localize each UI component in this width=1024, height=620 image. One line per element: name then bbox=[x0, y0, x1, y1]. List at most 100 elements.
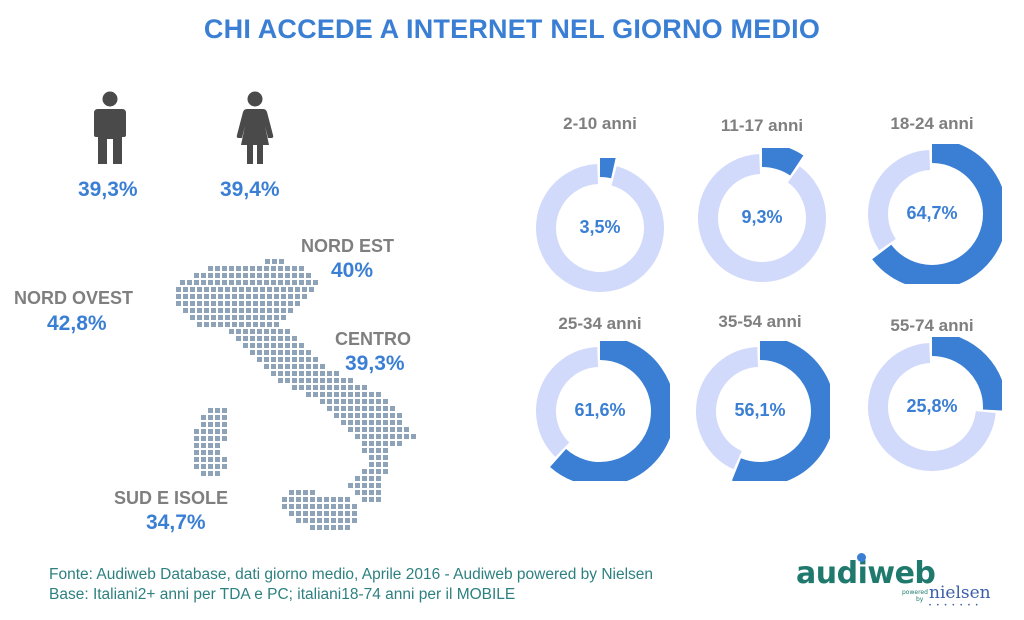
map-dot bbox=[362, 385, 367, 390]
map-dot bbox=[271, 273, 276, 278]
map-dot bbox=[215, 280, 220, 285]
map-dot bbox=[355, 413, 360, 418]
map-dot bbox=[383, 399, 388, 404]
map-dot bbox=[376, 497, 381, 502]
map-dot bbox=[345, 504, 350, 509]
map-dot bbox=[180, 280, 185, 285]
map-dot bbox=[208, 415, 213, 420]
donut-track-3 bbox=[536, 347, 599, 457]
map-dot bbox=[218, 315, 223, 320]
map-dot bbox=[222, 422, 227, 427]
map-dot bbox=[267, 308, 272, 313]
map-dot bbox=[243, 280, 248, 285]
map-dot bbox=[317, 518, 322, 523]
map-dot bbox=[253, 287, 258, 292]
map-dot bbox=[204, 315, 209, 320]
map-dot bbox=[303, 518, 308, 523]
map-dot bbox=[243, 266, 248, 271]
map-dot bbox=[208, 280, 213, 285]
map-dot bbox=[239, 308, 244, 313]
map-dot bbox=[355, 490, 360, 495]
map-dot bbox=[201, 471, 206, 476]
map-dot bbox=[299, 378, 304, 383]
logo-by-text: by bbox=[916, 596, 924, 603]
map-dot bbox=[222, 273, 227, 278]
map-dot bbox=[362, 413, 367, 418]
map-dot bbox=[369, 399, 374, 404]
map-dot bbox=[215, 450, 220, 455]
map-dot bbox=[208, 457, 213, 462]
map-dot bbox=[215, 266, 220, 271]
map-dot bbox=[320, 392, 325, 397]
map-dot bbox=[376, 427, 381, 432]
map-dot bbox=[317, 511, 322, 516]
map-dot bbox=[278, 280, 283, 285]
map-dot bbox=[299, 364, 304, 369]
map-dot bbox=[338, 511, 343, 516]
map-dot bbox=[362, 434, 367, 439]
donut-segment-4 bbox=[731, 341, 830, 481]
map-dot bbox=[292, 343, 297, 348]
map-dot bbox=[204, 287, 209, 292]
map-dot bbox=[204, 301, 209, 306]
map-dot bbox=[243, 329, 248, 334]
map-dot bbox=[260, 301, 265, 306]
map-dot bbox=[306, 392, 311, 397]
age-label-4: 35-54 anni bbox=[718, 312, 802, 331]
map-dot bbox=[201, 450, 206, 455]
map-dot bbox=[334, 385, 339, 390]
map-dot bbox=[341, 378, 346, 383]
map-dot bbox=[232, 287, 237, 292]
map-dot bbox=[317, 525, 322, 530]
map-dot bbox=[281, 315, 286, 320]
map-dot bbox=[201, 422, 206, 427]
map-dot bbox=[334, 378, 339, 383]
map-dot bbox=[376, 483, 381, 488]
map-dot bbox=[397, 413, 402, 418]
map-dot bbox=[369, 469, 374, 474]
map-dot bbox=[183, 287, 188, 292]
map-dot bbox=[215, 471, 220, 476]
map-dot bbox=[278, 364, 283, 369]
map-dot bbox=[253, 301, 258, 306]
map-dot bbox=[369, 483, 374, 488]
map-dot bbox=[250, 273, 255, 278]
map-dot bbox=[341, 392, 346, 397]
map-dot bbox=[278, 273, 283, 278]
map-dot bbox=[257, 336, 262, 341]
map-dot bbox=[313, 280, 318, 285]
map-dot bbox=[369, 497, 374, 502]
map-dot bbox=[260, 322, 265, 327]
map-dot bbox=[271, 357, 276, 362]
map-dot bbox=[250, 336, 255, 341]
map-dot bbox=[397, 420, 402, 425]
woman-icon bbox=[236, 91, 274, 164]
map-dot bbox=[355, 385, 360, 390]
map-dot bbox=[285, 343, 290, 348]
map-dot bbox=[320, 364, 325, 369]
donut-track-2 bbox=[868, 150, 931, 251]
map-dot bbox=[289, 490, 294, 495]
map-dot bbox=[208, 436, 213, 441]
map-dot bbox=[271, 350, 276, 355]
map-dot bbox=[299, 273, 304, 278]
map-dot bbox=[404, 427, 409, 432]
map-dot bbox=[278, 350, 283, 355]
map-dot bbox=[208, 266, 213, 271]
map-dot bbox=[208, 450, 213, 455]
donut-segment-3 bbox=[550, 341, 670, 481]
map-dot bbox=[232, 294, 237, 299]
map-dot bbox=[201, 436, 206, 441]
map-dot bbox=[369, 476, 374, 481]
map-dot bbox=[383, 413, 388, 418]
map-dot bbox=[285, 364, 290, 369]
donut-segment-0 bbox=[599, 158, 616, 179]
map-dot bbox=[257, 329, 262, 334]
map-dot bbox=[383, 448, 388, 453]
audiweb-logo: audiweb bbox=[796, 556, 936, 591]
nielsen-logo-dots: • • • • • • • bbox=[929, 603, 980, 609]
map-dot bbox=[232, 308, 237, 313]
map-dot bbox=[267, 322, 272, 327]
map-dot bbox=[194, 273, 199, 278]
map-dot bbox=[285, 357, 290, 362]
